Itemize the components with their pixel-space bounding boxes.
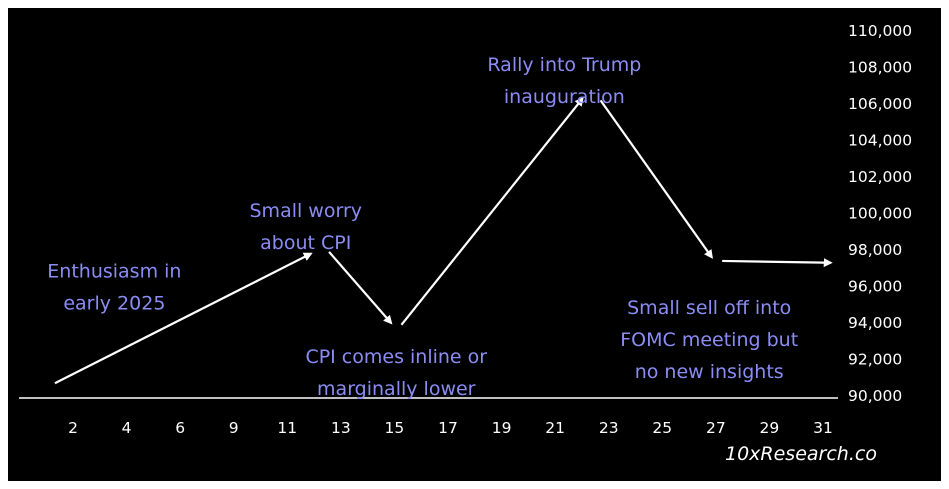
annotation-line: CPI comes inline or xyxy=(305,346,487,368)
x-tick-label: 9 xyxy=(229,419,239,437)
annotation-line: Small worry xyxy=(250,200,363,222)
annotation-line: about CPI xyxy=(260,232,351,254)
x-tick-label: 25 xyxy=(652,419,672,437)
annotation-line: Small sell off into xyxy=(627,297,791,319)
trend-arrow xyxy=(722,258,833,268)
x-tick-label: 29 xyxy=(760,419,780,437)
x-tick-label: 4 xyxy=(122,419,132,437)
annotation-line: Enthusiasm in xyxy=(47,260,181,282)
y-tick-label: 106,000 xyxy=(848,95,912,113)
annotations: Enthusiasm in early 2025 Small worry about … xyxy=(47,54,798,400)
x-tick-label: 13 xyxy=(331,419,351,437)
trend-arrow xyxy=(599,99,713,259)
x-tick-label: 19 xyxy=(492,419,512,437)
watermark: 10xResearch.co xyxy=(725,443,877,465)
annotation-line: FOMC meeting but xyxy=(620,329,798,351)
annotation: Rally into Trump inauguration xyxy=(487,54,641,108)
x-tick-label: 17 xyxy=(438,419,458,437)
x-tick-label: 27 xyxy=(706,419,726,437)
x-tick-label: 15 xyxy=(385,419,405,437)
annotation: Enthusiasm in early 2025 xyxy=(47,260,181,314)
y-tick-label: 100,000 xyxy=(848,205,912,223)
trend-arrows xyxy=(54,96,833,385)
x-tick-label: 6 xyxy=(175,419,185,437)
y-tick-labels: 110,000 108,000 106,000 104,000 102,000 100,0… xyxy=(848,22,912,405)
x-tick-label: 11 xyxy=(277,419,297,437)
y-tick-label: 110,000 xyxy=(848,22,912,40)
trend-arrow xyxy=(328,251,393,325)
y-tick-label: 94,000 xyxy=(848,314,902,332)
annotation-line: marginally lower xyxy=(317,378,476,400)
chart-frame: 110,000 108,000 106,000 104,000 102,000 100,0… xyxy=(8,8,941,481)
y-tick-label: 98,000 xyxy=(848,241,902,259)
annotation-line: no new insights xyxy=(635,361,784,383)
annotation-line: inauguration xyxy=(504,86,625,108)
x-tick-label: 21 xyxy=(545,419,565,437)
y-tick-label: 92,000 xyxy=(848,351,902,369)
y-tick-label: 102,000 xyxy=(848,168,912,186)
x-tick-label: 2 xyxy=(68,419,78,437)
y-tick-label: 90,000 xyxy=(848,387,902,405)
annotation: CPI comes inline or marginally lower xyxy=(305,346,487,400)
trend-arrow xyxy=(400,96,584,326)
annotation: Small worry about CPI xyxy=(250,200,363,254)
annotation-line: Rally into Trump xyxy=(487,54,641,76)
y-tick-label: 96,000 xyxy=(848,278,902,296)
trend-arrow xyxy=(54,252,313,385)
annotation-line: early 2025 xyxy=(63,292,165,314)
y-tick-label: 104,000 xyxy=(848,132,912,150)
y-tick-label: 108,000 xyxy=(848,59,912,77)
x-tick-label: 23 xyxy=(599,419,619,437)
x-tick-labels: 2 4 6 9 11 13 15 17 19 21 23 25 27 29 31 xyxy=(68,419,833,437)
x-tick-label: 31 xyxy=(813,419,833,437)
chart-svg: 110,000 108,000 106,000 104,000 102,000 100,0… xyxy=(19,22,912,465)
annotation: Small sell off into FOMC meeting but no ne… xyxy=(620,297,798,383)
